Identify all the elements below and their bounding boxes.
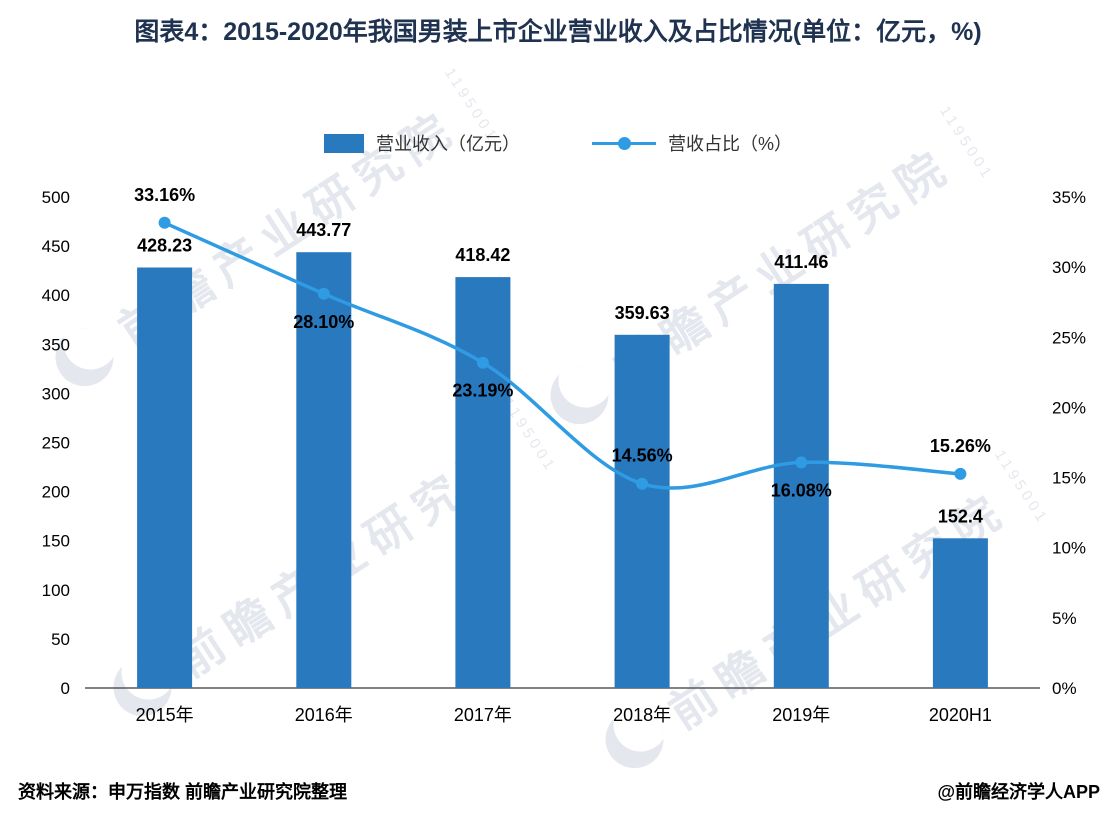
left-axis-tick: 150: [42, 532, 70, 551]
legend-bar-label: 营业收入（亿元）: [375, 134, 520, 154]
category-label-2015年: 2015年: [136, 705, 194, 725]
bar-2017年: [455, 277, 511, 688]
left-axis-tick: 500: [42, 188, 70, 207]
combo-chart: 0 50 100 150 200 250 300 350 400 450 500 0% 5% 10% 15%…: [42, 185, 1086, 725]
category-label-2020H1: 2020H1: [929, 705, 992, 725]
left-axis-tick: 400: [42, 286, 70, 305]
category-label-2017年: 2017年: [454, 705, 512, 725]
line-label-2015年: 33.16%: [134, 185, 195, 205]
category-label-2019年: 2019年: [772, 705, 830, 725]
legend-line-marker: [617, 136, 631, 150]
bar-label-2020H1: 152.4: [938, 506, 983, 526]
legend-item-revenue: 营业收入（亿元）: [323, 130, 520, 156]
bar-2016年: [296, 252, 352, 688]
bar-label-2016年: 443.77: [296, 220, 351, 240]
bar-label-2015年: 428.23: [137, 236, 192, 256]
line-point-2016年: [317, 287, 330, 300]
share-line: [162, 221, 963, 490]
line-label-2019年: 16.08%: [771, 480, 832, 500]
line-point-2020H1: [954, 467, 967, 480]
right-axis-tick: 20%: [1052, 398, 1086, 417]
category-label-2018年: 2018年: [613, 705, 671, 725]
left-axis-tick: 50: [51, 630, 70, 649]
left-axis-tick: 200: [42, 483, 70, 502]
left-axis-tick: 0: [61, 679, 70, 698]
line-point-2018年: [636, 477, 649, 490]
line-label-2018年: 14.56%: [612, 446, 673, 466]
source-note: 资料来源：申万指数 前瞻产业研究院整理: [18, 782, 347, 802]
bar-label-2017年: 418.42: [455, 245, 510, 265]
line-point-2017年: [476, 356, 489, 369]
line-label-2020H1: 15.26%: [930, 436, 991, 456]
left-axis-tick: 300: [42, 384, 70, 403]
line-label-2017年: 23.19%: [452, 381, 513, 401]
left-axis-tick: 350: [42, 335, 70, 354]
right-axis-tick: 35%: [1052, 188, 1086, 207]
line-label-2016年: 28.10%: [293, 312, 354, 332]
right-axis-tick: 15%: [1052, 469, 1086, 488]
left-axis-tick: 250: [42, 434, 70, 453]
bar-2019年: [773, 283, 829, 688]
line-point-2015年: [158, 216, 171, 229]
right-axis-tick: 0%: [1052, 679, 1077, 698]
legend-line-label: 营收占比（%）: [667, 134, 792, 154]
category-label-2016年: 2016年: [295, 705, 353, 725]
left-axis-tick: 450: [42, 237, 70, 256]
legend-item-share: 营收占比（%）: [591, 130, 792, 156]
bar-label-2019年: 411.46: [774, 252, 828, 272]
right-axis-tick: 10%: [1052, 539, 1086, 558]
right-axis-tick: 30%: [1052, 258, 1086, 277]
line-point-2019年: [795, 456, 808, 469]
bar-2015年: [137, 267, 193, 688]
legend-line-swatch: [591, 134, 656, 153]
right-axis-tick: 25%: [1052, 328, 1086, 347]
left-axis-tick: 100: [42, 581, 70, 600]
legend: 营业收入（亿元） 营收占比（%）: [0, 130, 1116, 156]
bar-2020H1: [932, 538, 988, 688]
chart-title: 图表4：2015-2020年我国男装上市企业营业收入及占比情况(单位：亿元，%): [134, 18, 982, 46]
credit-note: @前瞻经济学人APP: [937, 782, 1100, 802]
right-axis-tick: 5%: [1052, 609, 1077, 628]
legend-bar-swatch: [323, 133, 364, 153]
bar-2018年: [614, 334, 670, 688]
bar-label-2018年: 359.63: [615, 303, 670, 323]
